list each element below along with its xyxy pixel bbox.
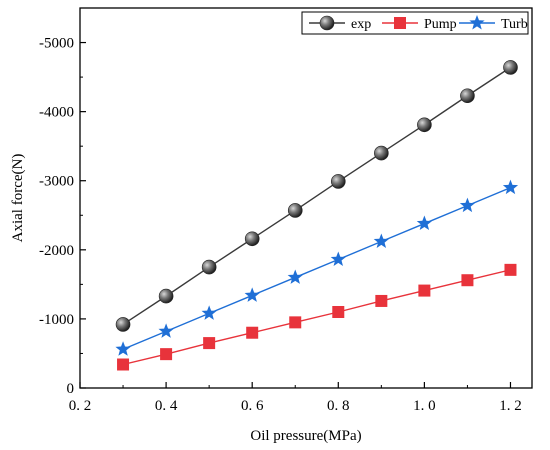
data-point-turb: [459, 197, 476, 213]
legend-marker-exp: [319, 15, 335, 31]
data-point-exp: [503, 60, 518, 75]
series-turb: [115, 179, 519, 356]
y-tick-label: -3000: [39, 174, 74, 190]
y-tick-label: -2000: [39, 243, 74, 259]
data-point-turb: [115, 341, 131, 356]
legend-marker-turb: [469, 15, 485, 30]
data-point-turb: [373, 233, 389, 248]
legend-label-pump: Pump: [424, 17, 457, 32]
legend-label-exp: exp: [351, 17, 371, 32]
data-point-turb: [201, 305, 217, 320]
data-point-exp: [330, 174, 346, 189]
series-line-pump: [122, 269, 511, 366]
series-line-turb: [122, 186, 511, 350]
data-point-turb: [502, 179, 519, 195]
data-point-exp: [287, 203, 303, 218]
data-point-pump: [504, 263, 517, 276]
data-point-pump: [461, 274, 474, 287]
data-point-exp: [417, 117, 432, 133]
data-point-exp: [158, 288, 174, 304]
x-tick-label: 1. 0: [413, 398, 436, 414]
plot-frame: [79, 7, 533, 389]
y-axis: 0 -1000 -2000 -3000 -4000 -5000: [39, 36, 86, 397]
series-layer: [115, 60, 519, 371]
data-point-turb: [158, 323, 174, 338]
y-axis-label: Axial force(N): [10, 154, 26, 243]
data-point-exp: [244, 231, 260, 247]
data-point-exp: [201, 259, 217, 275]
data-point-pump: [117, 358, 130, 371]
series-exp: [115, 60, 518, 332]
legend-label-turb: Turb: [501, 17, 528, 32]
x-tick-label: 0. 4: [155, 398, 178, 414]
series-pump: [117, 263, 517, 371]
data-point-pump: [289, 316, 302, 329]
data-point-pump: [418, 284, 431, 297]
data-point-exp: [374, 145, 389, 161]
x-tick-label: 0. 2: [69, 398, 92, 414]
series-line-exp: [122, 66, 511, 326]
data-point-turb: [287, 269, 303, 284]
data-point-pump: [375, 294, 388, 307]
legend-marker-pump: [394, 17, 406, 29]
x-tick-label: 1. 2: [499, 398, 522, 414]
data-point-exp: [460, 88, 475, 104]
x-tick-label: 0. 8: [327, 398, 350, 414]
data-point-pump: [332, 306, 345, 318]
y-tick-label: -5000: [39, 36, 74, 52]
data-point-exp: [115, 317, 131, 332]
y-tick-label: -4000: [39, 105, 74, 121]
y-tick-label: 0: [67, 381, 75, 397]
data-point-turb: [330, 251, 346, 266]
x-axis-label: Oil pressure(MPa): [250, 428, 361, 444]
data-point-pump: [246, 326, 259, 339]
y-tick-label: -1000: [39, 312, 74, 328]
x-tick-label: 0. 6: [241, 398, 264, 414]
data-point-turb: [244, 287, 260, 302]
legend: exp Pump Turb: [301, 11, 529, 35]
x-axis: 0. 2 0. 4 0. 6 0. 8 1. 0 1. 2: [69, 382, 522, 414]
data-point-pump: [203, 337, 216, 350]
data-point-turb: [416, 215, 432, 231]
data-point-pump: [160, 348, 173, 361]
